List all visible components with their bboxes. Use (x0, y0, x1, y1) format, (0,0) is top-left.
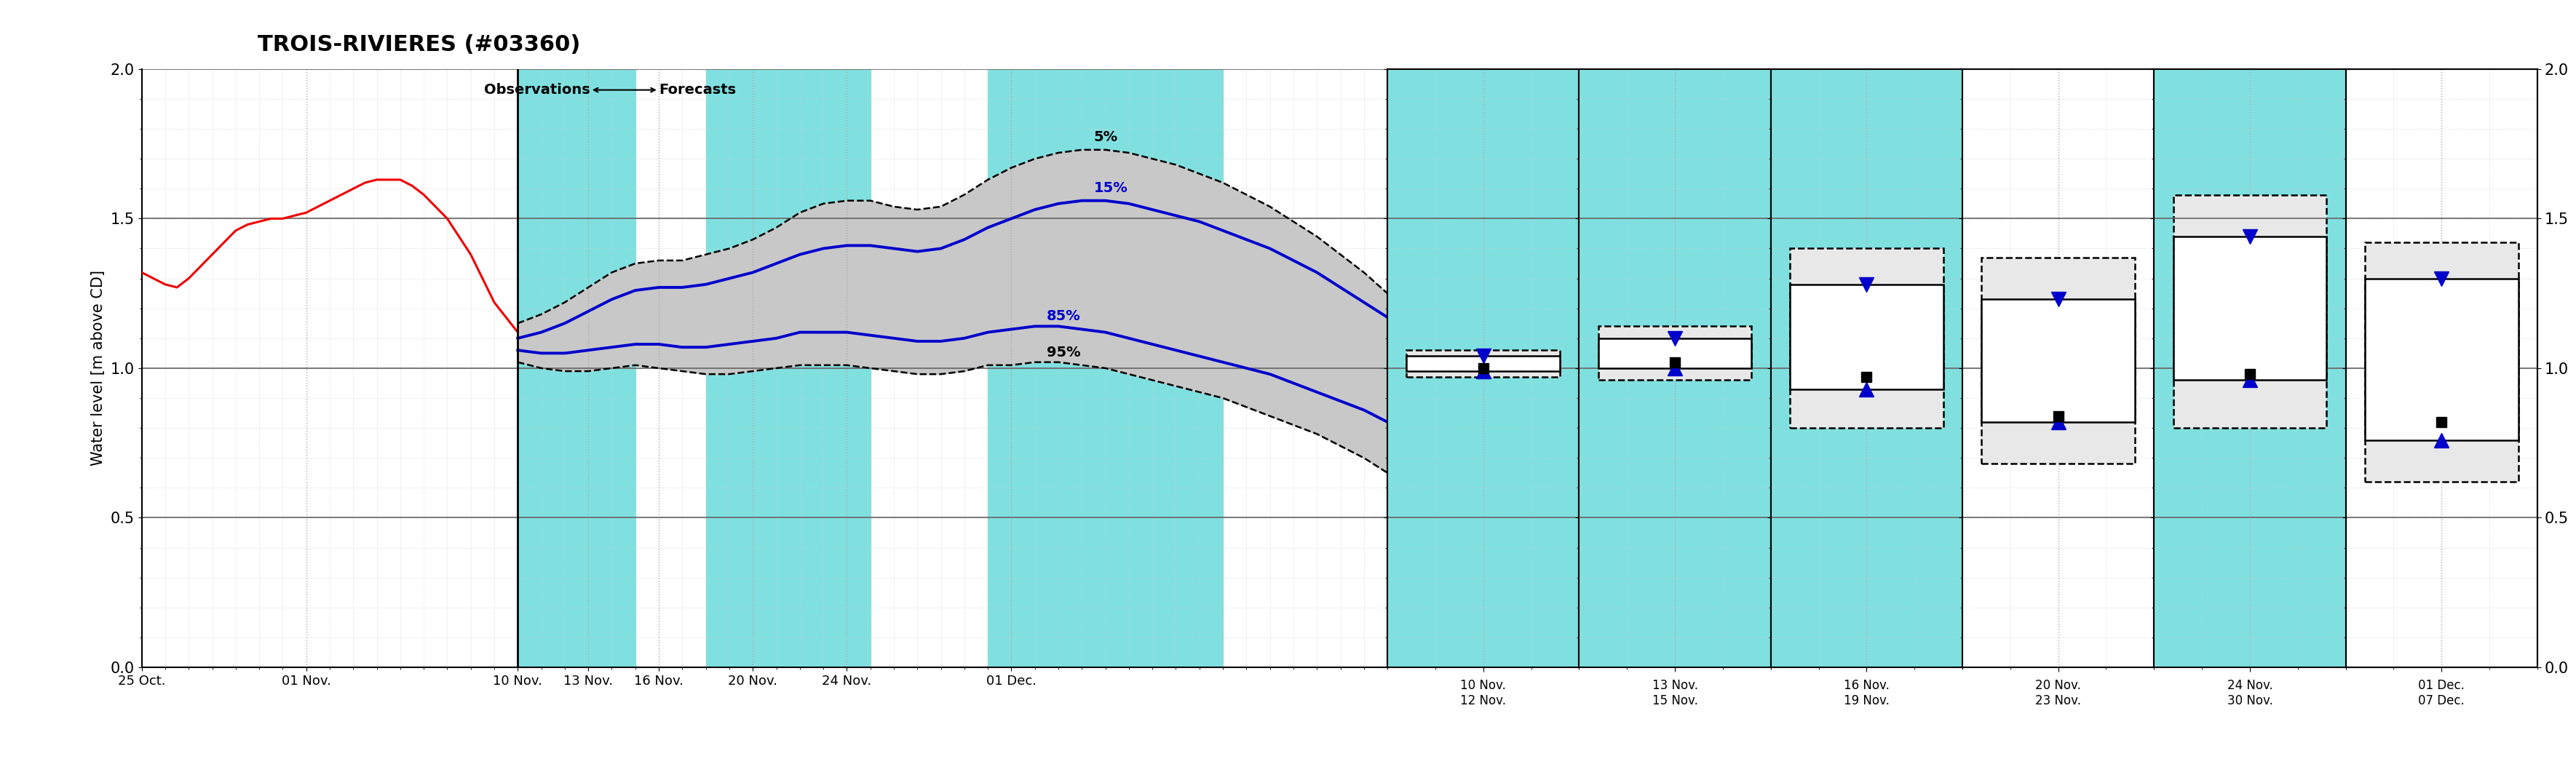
Bar (1406, 356, 1561, 371)
Bar (1597, 338, 1752, 368)
Bar (1981, 299, 2136, 422)
X-axis label: 20 Nov.
23 Nov.: 20 Nov. 23 Nov. (2035, 679, 2081, 707)
Bar (2174, 195, 2326, 428)
Bar (1406, 351, 1561, 377)
Bar (2174, 236, 2326, 380)
Y-axis label: Water level [m above CD]: Water level [m above CD] (90, 270, 106, 466)
Text: 15%: 15% (1095, 181, 1128, 195)
Bar (1981, 258, 2136, 464)
X-axis label: 16 Nov.
19 Nov.: 16 Nov. 19 Nov. (1844, 679, 1888, 707)
Text: TROIS-RIVIERES (#03360): TROIS-RIVIERES (#03360) (258, 35, 580, 56)
Bar (987, 69, 1224, 667)
Text: 95%: 95% (1046, 345, 1079, 359)
Text: Observations: Observations (484, 83, 590, 97)
Bar (2365, 242, 2519, 482)
Text: 85%: 85% (1046, 309, 1082, 324)
X-axis label: 24 Nov.
30 Nov.: 24 Nov. 30 Nov. (2228, 679, 2272, 707)
X-axis label: 10 Nov.
12 Nov.: 10 Nov. 12 Nov. (1461, 679, 1507, 707)
Text: Forecasts: Forecasts (659, 83, 737, 97)
Bar (706, 69, 871, 667)
X-axis label: 13 Nov.
15 Nov.: 13 Nov. 15 Nov. (1651, 679, 1698, 707)
Bar (1790, 249, 1942, 428)
Bar (1790, 285, 1942, 389)
Bar (518, 69, 636, 667)
Bar (1597, 326, 1752, 380)
Bar (2365, 278, 2519, 440)
X-axis label: 01 Dec.
07 Dec.: 01 Dec. 07 Dec. (2419, 679, 2465, 707)
Text: 5%: 5% (1095, 130, 1118, 144)
